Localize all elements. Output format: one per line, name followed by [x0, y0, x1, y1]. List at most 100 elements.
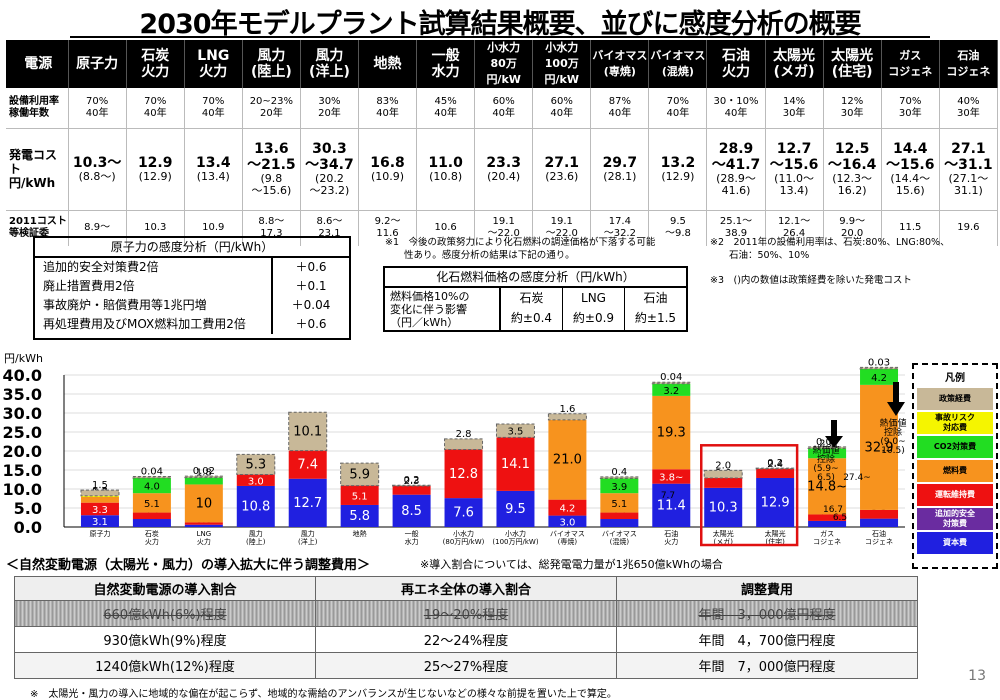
header-cell: 電源	[6, 40, 69, 88]
bar-segment-policy	[184, 475, 224, 479]
bar-value-label: 1.5	[92, 480, 108, 491]
bar-segment-om	[756, 468, 795, 478]
table-cell: 70% 40年	[126, 88, 185, 129]
bar-segment-resource	[80, 515, 119, 527]
bar-segment-policy	[599, 476, 639, 479]
legend-item: 政策経費	[917, 388, 993, 410]
footnote: ※ 太陽光・風力の導入に地域的な偏在が起こらず、地域的な需給のアンバランスが生じ…	[30, 689, 617, 700]
bar-segment-fuel	[600, 493, 639, 513]
sensitivity-label: 再処理費用及びMOX燃料加工費用2倍	[43, 317, 246, 331]
adjustment-cell: 930億kWh(9%)程度	[14, 626, 316, 653]
adjustment-cell: 19～20%程度	[315, 600, 617, 627]
bar-segment-co2	[860, 368, 899, 385]
table-cell: 70% 40年	[648, 88, 708, 129]
table-cell: 30.3 ～34.7 (20.2 ～23.2)	[300, 128, 359, 211]
bar-value-label: 12.9	[761, 495, 790, 510]
table-cell: 12.9 (12.9)	[126, 128, 185, 211]
cost-value: 27.1 ～31.1	[944, 141, 993, 173]
bar-segment-om	[444, 449, 483, 499]
header-cell: ガス コジェネ	[881, 40, 940, 88]
adjustment-cell: 年間 4，700億円程度	[616, 626, 918, 653]
y-tick-label: 5.0	[14, 499, 42, 518]
chart-annotation: 6.5	[833, 513, 847, 523]
legend-item: 燃料費	[917, 460, 993, 482]
table-cell: 23.3 (20.4)	[474, 128, 534, 211]
chart-legend: 凡例 政策経費 事故リスク 対応費 CO2対策費 燃料費 運転維持費 追加的安全 対策費資…	[912, 363, 998, 569]
cost-value: 23.3	[486, 155, 521, 171]
fossil-name: LNG	[581, 291, 606, 305]
adjustment-cell: 年間 3，000億円程度	[616, 600, 918, 627]
bar-segment-resource	[184, 524, 223, 527]
cost-excl-policy: (23.6)	[545, 170, 579, 183]
table-cell: 14.4 ～15.6 (14.4～ 15.6)	[881, 128, 940, 211]
cost-value: 13.2	[660, 155, 696, 171]
fossil-value: 約±0.9	[572, 311, 615, 325]
x-tick-label: ガス	[820, 529, 834, 538]
bar-value-label: 0.03	[816, 437, 838, 448]
cost-value: 10.3～	[72, 155, 122, 171]
table-cell: 13.2 (12.9)	[648, 128, 708, 211]
bar-value-label: 10	[196, 496, 213, 511]
bar-value-label: 3.3	[92, 505, 108, 516]
bar-value-label: 3.9	[611, 482, 627, 493]
bar-value-label: 5.3	[245, 457, 266, 472]
table-cell: 13.4 (13.4)	[184, 128, 243, 211]
x-tick-label: 原子力	[89, 529, 110, 538]
sensitivity-row: 廃止措置費用2倍 ＋0.1	[35, 277, 349, 296]
fossil-col-lng: LNG 約±0.9	[563, 288, 625, 332]
row-label: 発電コスト 円/kWh	[6, 128, 69, 211]
bar-value-label: 5.8	[349, 509, 370, 524]
down-arrow-icon	[825, 420, 843, 448]
fossil-sensitivity-box: 化石燃料価格の感度分析（円/kWh） 燃料価格10%の 変化に伴う影響 （円／k…	[383, 266, 688, 332]
adjustment-header-cell: 自然変動電源の導入割合	[14, 576, 316, 601]
chart-annotation: 控除	[884, 426, 902, 438]
table-cell: 19.1 ～22.0	[474, 210, 534, 246]
x-tick-label: 火力	[197, 537, 211, 546]
bar-segment-policy	[807, 446, 847, 449]
chart-annotation: 熱価値	[812, 444, 839, 456]
bar-value-label: 5.1	[611, 499, 627, 510]
page-title: 2030年モデルプラント試算結果概要、並びに感度分析の概要	[139, 9, 861, 40]
table-cell: 83% 40年	[358, 88, 418, 129]
bar-value-label: 0.2	[767, 458, 783, 469]
table-cell: 9.2～ 11.6	[358, 210, 418, 246]
bar-value-label: 7.6	[453, 506, 474, 521]
bar-value-label: 10.3	[709, 500, 738, 515]
table-row: 設備利用率 稼働年数 70% 40年 70% 40年 70% 40年 20~23% 20…	[6, 88, 999, 129]
chart-annotation: 27.4~	[843, 473, 871, 483]
bar-segment-om	[600, 512, 639, 520]
bar-value-label: 9.5	[505, 502, 526, 517]
bar-value-label: 4.2	[871, 373, 887, 384]
header-cell: 原子力	[68, 40, 127, 88]
bar-value-label: 32.9	[865, 440, 894, 455]
nuclear-sensitivity-box: 原子力の感度分析（円/kWh） 追加的安全対策費2倍 ＋0.6 廃止措置費用2倍 ＋0…	[33, 236, 351, 340]
bar-value-label: 2.0	[715, 460, 731, 471]
table-cell: 10.3	[126, 210, 185, 246]
sensitivity-row: 追加的安全対策費2倍 ＋0.6	[35, 258, 349, 277]
sensitivity-row: 再処理費用及びMOX燃料加工費用2倍 ＋0.6	[35, 315, 349, 334]
x-tick-label: (洋上)	[298, 537, 318, 546]
bar-value-label: 3.0	[248, 476, 264, 487]
bar-value-label: 10.1	[293, 424, 322, 439]
bar-value-label: 7.4	[297, 458, 318, 473]
bar-segment-co2	[652, 383, 691, 396]
bar-segment-om	[392, 485, 431, 495]
chart-annotation: 6.5)	[817, 473, 835, 483]
bar-value-label: 3.0	[559, 517, 575, 528]
table-row: 2011コスト 等検証委 8.9～ 10.3 10.9 8.8～ 17.3 8.6～ 23…	[6, 210, 999, 246]
bar-segment-om	[80, 502, 119, 516]
bar-segment-resource	[756, 477, 795, 527]
solar-highlight-box	[700, 444, 799, 547]
adjustment-cell: 660億kWh(6%)程度	[14, 600, 316, 627]
x-tick-label: コジェネ	[813, 538, 841, 546]
header-cell: 太陽光 (メガ)	[765, 40, 824, 88]
header-cell: 小水力 100万円/kW	[532, 40, 592, 88]
sensitivity-label: 廃止措置費用2倍	[43, 279, 135, 293]
table-cell: 70% 30年	[881, 88, 940, 129]
bar-segment-resource	[652, 483, 691, 527]
bar-value-label: 5.1	[352, 491, 368, 502]
cost-value: 14.4 ～15.6	[885, 141, 935, 173]
cost-excl-policy: (12.9)	[661, 170, 695, 183]
adjustment-table: 自然変動電源の導入割合 再エネ全体の導入割合 調整費用 660億kWh(6%)程度 19…	[14, 576, 918, 679]
table-cell: 87% 40年	[590, 88, 650, 129]
